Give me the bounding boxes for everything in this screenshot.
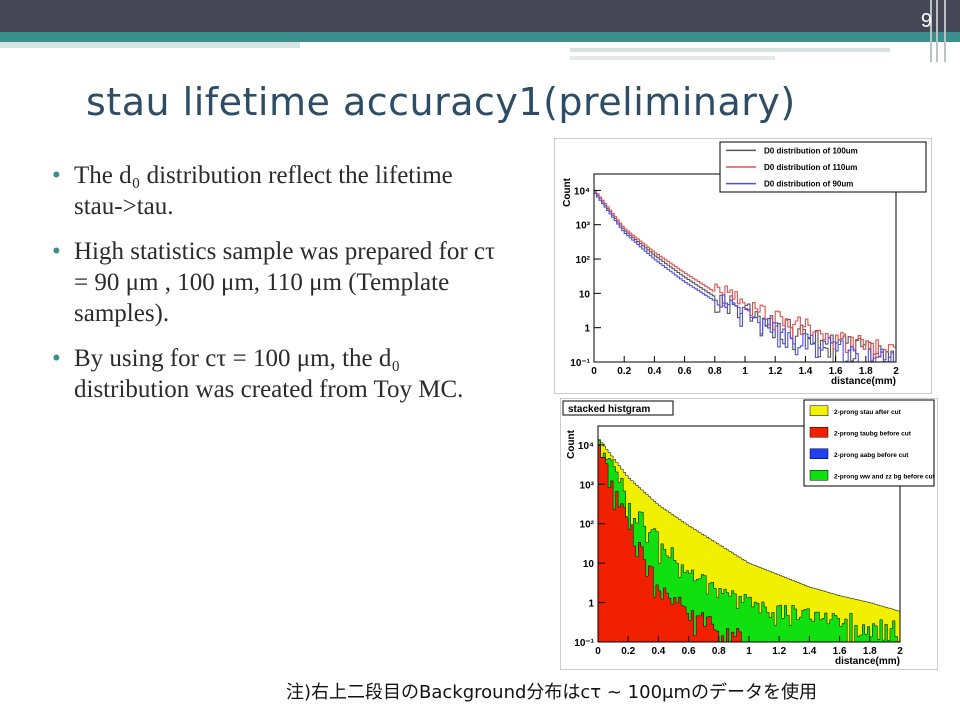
x-tick-label: 2	[893, 366, 899, 377]
legend-label: D0 distribution of 100um	[764, 146, 858, 155]
y-axis-title: Count	[562, 177, 573, 207]
y-tick-label: 10	[579, 289, 591, 300]
x-tick-label: 1	[742, 366, 748, 377]
legend-label: 2-prong aabg before cut	[834, 452, 909, 459]
legend-label: 2-prong taubg before cut	[834, 430, 912, 437]
page-number: 9	[920, 10, 932, 32]
x-axis-title: distance(mm)	[831, 376, 896, 387]
x-tick-label: 0.6	[678, 366, 692, 377]
y-tick-label: 10³	[580, 480, 595, 491]
x-tick-label: 0.4	[647, 366, 661, 377]
x-tick-label: 1.2	[768, 366, 782, 377]
decor-stripe	[0, 42, 300, 48]
x-tick-label: 0.8	[712, 646, 726, 657]
slide-title: stau lifetime accuracy1(preliminary)	[86, 80, 796, 124]
x-tick-label: 0.8	[708, 366, 722, 377]
decor-stripe	[570, 48, 890, 52]
header-bar	[0, 0, 960, 32]
x-tick-label: 1.6	[829, 366, 843, 377]
accent-bar	[0, 32, 960, 42]
bullet-list: The d₀ distribution reflect the lifetime…	[52, 160, 502, 419]
y-tick-label: 10⁴	[574, 186, 590, 197]
series-line-2	[594, 193, 896, 363]
footnote: 注)右上二段目のBackground分布はcτ ~ 100μmのデータを使用	[286, 682, 818, 703]
bullet-item: The d₀ distribution reflect the lifetime…	[52, 160, 502, 222]
x-tick-label: 0.6	[682, 646, 696, 657]
x-tick-label: 1.8	[859, 366, 873, 377]
y-axis-title: Count	[566, 429, 577, 459]
decor-stripe	[936, 0, 938, 62]
x-tick-label: 1.8	[863, 646, 877, 657]
y-tick-label: 1	[588, 599, 594, 610]
legend-label: 2-prong stau after cut	[834, 409, 902, 416]
y-tick-label: 10⁻¹	[570, 358, 590, 369]
x-axis-title: distance(mm)	[835, 656, 900, 667]
legend-swatch	[809, 448, 829, 459]
y-tick-label: 10³	[576, 221, 591, 232]
decor-stripe	[930, 0, 932, 62]
legend-label: 2-prong ww and zz bg before cut	[834, 473, 936, 480]
series-area-3	[597, 440, 901, 643]
bullet-item: High statistics sample was prepared for …	[52, 236, 502, 329]
legend-label: D0 distribution of 110um	[764, 163, 857, 172]
x-tick-label: 1	[746, 646, 752, 657]
x-tick-label: 1.4	[798, 366, 812, 377]
x-tick-label: 1.2	[772, 646, 786, 657]
x-tick-label: 2	[897, 646, 903, 657]
legend-label: D0 distribution of 90um	[764, 180, 853, 189]
y-tick-label: 10²	[576, 255, 591, 266]
legend-swatch	[809, 427, 829, 438]
d0-distribution-chart: 0 0.2 0.4 0.6 0.8 1 1.2 1.4 1.6 1.8 2 10⁻¹ 1 10 10² 10³…	[554, 138, 932, 394]
x-tick-label: 0.4	[651, 646, 665, 657]
x-tick-label: 0	[595, 646, 601, 657]
decor-stripe	[570, 56, 775, 60]
x-tick-label: 1.6	[833, 646, 847, 657]
x-tick-label: 0.2	[617, 366, 631, 377]
bullet-item: By using for cτ = 100 μm, the d₀ distrib…	[52, 343, 502, 405]
y-tick-label: 10	[583, 559, 595, 570]
legend-swatch	[809, 405, 829, 416]
y-tick-label: 10²	[580, 520, 595, 531]
chart-title: stacked histgram	[568, 404, 650, 415]
legend-swatch	[809, 470, 829, 481]
y-tick-label: 10⁻¹	[574, 638, 594, 649]
y-tick-label: 1	[584, 324, 590, 335]
stacked-histogram-chart: 0 0.2 0.4 0.6 0.8 1 1.2 1.4 1.6 1.8 2 10⁻¹ 1 10 10² 10³…	[560, 398, 938, 670]
series-line-1	[594, 190, 896, 363]
decor-stripe	[944, 0, 946, 62]
x-tick-label: 0	[591, 366, 597, 377]
chart-title-box	[562, 400, 674, 416]
x-tick-label: 0.2	[621, 646, 635, 657]
y-tick-label: 10⁴	[578, 441, 594, 452]
x-tick-label: 1.4	[802, 646, 816, 657]
